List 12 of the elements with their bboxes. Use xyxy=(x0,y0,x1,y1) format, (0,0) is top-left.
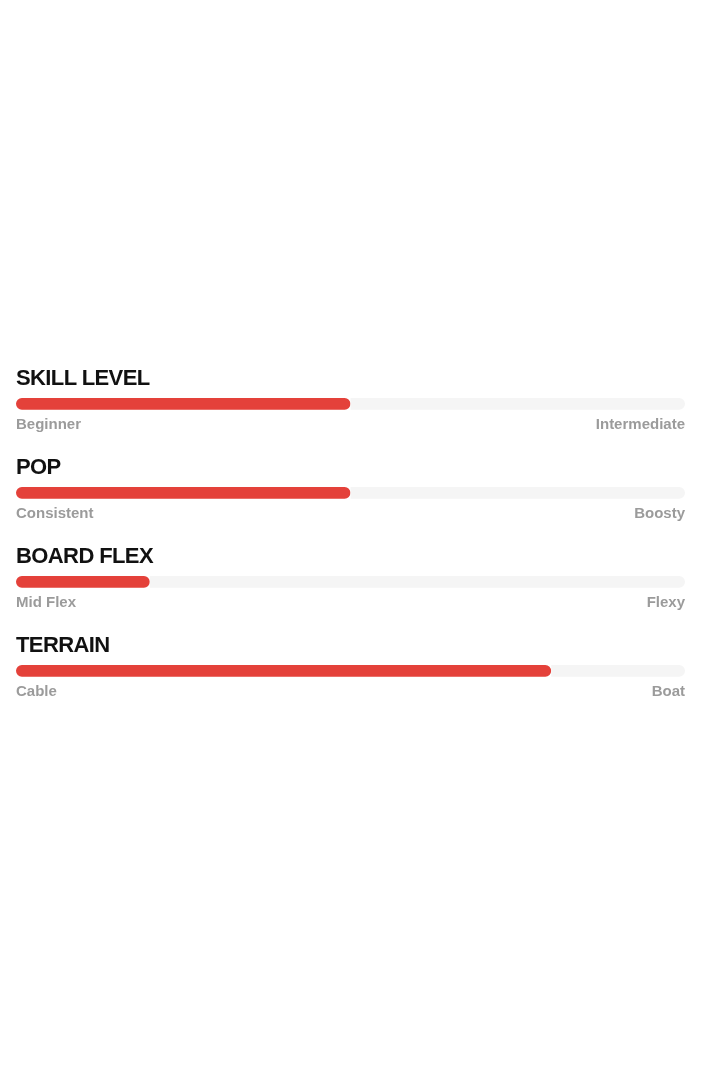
text: Consistent xyxy=(16,504,94,522)
chart-title: SKILL LEVEL xyxy=(16,365,151,391)
text: Intermediate xyxy=(595,415,685,433)
text: Boat xyxy=(651,682,685,700)
text: Flexy xyxy=(646,593,685,611)
text: Mid Flex xyxy=(16,593,77,611)
text: Cable xyxy=(16,682,57,700)
text: Boosty xyxy=(634,504,685,522)
chart-title: TERRAIN xyxy=(16,632,111,658)
chart-title: POP xyxy=(16,454,62,480)
chart-title: BOARD FLEX xyxy=(16,543,155,569)
text: Beginner xyxy=(16,415,82,433)
